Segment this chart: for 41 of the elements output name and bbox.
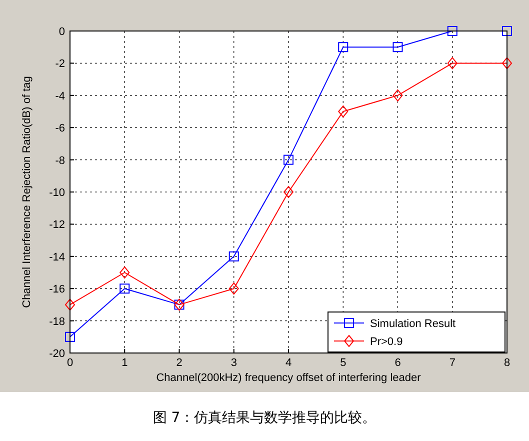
y-tick-label: -14	[49, 251, 65, 264]
x-tick-label: 6	[394, 357, 401, 369]
y-tick-label: -18	[49, 316, 65, 328]
y-tick-label: -8	[55, 154, 65, 167]
x-axis-title: Channel(200kHz) frequency offset of interfering leader	[156, 372, 422, 384]
y-tick-label: -4	[55, 90, 65, 102]
y-tick-label: -6	[55, 122, 65, 135]
x-tick-label: 7	[449, 357, 456, 369]
point	[447, 57, 458, 70]
y-tick-label: -10	[49, 187, 65, 199]
point	[284, 186, 294, 198]
point	[338, 106, 348, 118]
x-tick-label: 4	[285, 357, 292, 369]
x-tick-label: 1	[122, 357, 128, 369]
point	[284, 154, 294, 165]
point	[502, 57, 512, 70]
y-tick-label: 0	[58, 26, 65, 38]
legend-label: Simulation Result	[370, 318, 456, 330]
point	[120, 284, 130, 294]
caption: 图 7：仿真结果与数学推导的比较。	[152, 410, 376, 426]
point	[65, 298, 75, 311]
y-tick-label: -12	[49, 219, 65, 232]
x-tick-label: 0	[66, 357, 74, 369]
y-tick-label: -2	[55, 58, 65, 70]
y-tick-label: -16	[49, 284, 65, 296]
point	[65, 332, 75, 342]
point	[392, 42, 403, 52]
x-tick-label: 5	[340, 357, 346, 369]
point	[120, 266, 130, 278]
point	[392, 89, 403, 102]
point	[447, 26, 458, 36]
point	[502, 26, 512, 36]
point	[338, 42, 348, 52]
y-tick-label: -20	[49, 348, 65, 360]
point	[228, 251, 239, 262]
point	[228, 282, 239, 295]
legend-label: Pr>0.9	[370, 336, 403, 348]
x-tick-label: 3	[230, 357, 237, 369]
y-axis-title: Channel Interference Rejection Ratio(dB) of tag	[21, 76, 33, 308]
x-tick-label: 8	[504, 357, 510, 369]
x-tick-label: 2	[176, 357, 182, 369]
